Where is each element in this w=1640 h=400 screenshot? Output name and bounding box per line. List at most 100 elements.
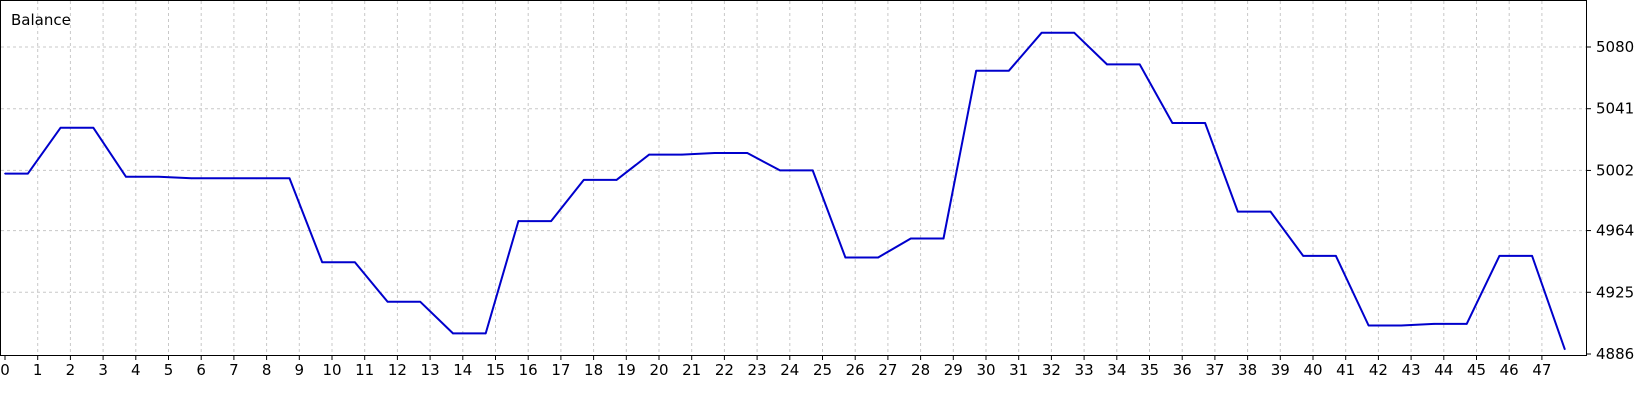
data-point: [746, 152, 749, 154]
x-tick-label: 22: [715, 361, 734, 379]
data-point: [1204, 122, 1206, 124]
data-point: [59, 126, 62, 129]
data-point: [615, 179, 618, 181]
x-tick-label: 15: [486, 361, 505, 379]
data-point: [125, 176, 127, 178]
data-point: [779, 169, 781, 172]
x-tick-label: 4: [131, 361, 141, 379]
data-point: [1008, 69, 1010, 72]
x-tick-label: 28: [911, 361, 930, 379]
x-tick-label: 26: [846, 361, 865, 379]
data-point: [92, 126, 95, 129]
x-tick-label: 17: [551, 361, 570, 379]
x-tick-label: 24: [780, 361, 799, 379]
data-point: [844, 256, 847, 259]
data-point: [1269, 210, 1272, 213]
data-point: [484, 332, 487, 335]
data-point: [1237, 210, 1239, 213]
x-tick-label: 7: [229, 361, 239, 379]
data-point: [1367, 324, 1370, 327]
data-point: [223, 177, 225, 180]
y-tick-label: 5002: [1596, 161, 1634, 179]
data-point: [975, 69, 977, 72]
data-point: [419, 301, 422, 303]
data-point: [877, 256, 879, 259]
data-point: [1400, 324, 1403, 327]
data-point: [452, 332, 454, 335]
data-point: [942, 237, 945, 240]
x-tick-label: 5: [164, 361, 174, 379]
x-tick-label: 11: [355, 361, 374, 379]
x-tick-label: 40: [1303, 361, 1322, 379]
x-tick-label: 34: [1107, 361, 1126, 379]
data-point: [1433, 323, 1435, 325]
x-tick-label: 29: [944, 361, 963, 379]
data-point: [713, 152, 716, 154]
data-point: [1335, 255, 1337, 257]
y-tick-label: 5080: [1596, 38, 1634, 56]
x-tick-label: 18: [584, 361, 603, 379]
x-tick-label: 30: [976, 361, 995, 379]
x-tick-label: 6: [196, 361, 206, 379]
x-tick-label: 32: [1042, 361, 1061, 379]
x-tick-label: 41: [1336, 361, 1355, 379]
data-point: [1302, 255, 1304, 257]
x-tick-label: 37: [1205, 361, 1224, 379]
x-tick-label: 33: [1075, 361, 1094, 379]
x-tick-label: 45: [1467, 361, 1486, 379]
x-tick-label: 8: [262, 361, 272, 379]
grid: [1, 1, 1586, 355]
x-tick-label: 1: [33, 361, 43, 379]
data-point: [811, 169, 814, 172]
data-point: [550, 220, 552, 222]
x-tick-label: 39: [1271, 361, 1290, 379]
x-tick-label: 38: [1238, 361, 1257, 379]
series-layer: [4, 31, 1566, 351]
data-point: [1564, 348, 1566, 351]
x-tick-label: 19: [617, 361, 636, 379]
data-point: [1073, 32, 1076, 34]
data-point: [517, 220, 520, 222]
x-tick-label: 46: [1500, 361, 1519, 379]
x-tick-label: 47: [1532, 361, 1551, 379]
x-tick-label: 31: [1009, 361, 1028, 379]
x-tick-label: 12: [388, 361, 407, 379]
x-tick-label: 27: [878, 361, 897, 379]
chart-title: Balance: [11, 11, 71, 29]
data-point: [190, 177, 193, 180]
x-tick-label: 13: [421, 361, 440, 379]
x-tick-label: 3: [98, 361, 108, 379]
data-point: [910, 237, 912, 240]
data-point: [27, 172, 29, 175]
y-axis: 4886 4925 4964 5002 5041 5080: [1586, 38, 1634, 363]
data-point: [1465, 323, 1468, 325]
data-point: [681, 153, 683, 156]
y-tick-label: 4886: [1596, 345, 1634, 363]
x-tick-label: 16: [519, 361, 538, 379]
x-tick-label: 43: [1402, 361, 1421, 379]
data-point: [321, 261, 324, 264]
data-point: [1106, 63, 1108, 66]
x-tick-label: 2: [66, 361, 76, 379]
data-point: [4, 172, 6, 175]
x-tick-label: 36: [1173, 361, 1192, 379]
data-point: [1531, 255, 1533, 257]
x-tick-label: 44: [1434, 361, 1453, 379]
data-point: [1498, 255, 1501, 257]
data-point: [288, 177, 291, 180]
data-point: [648, 153, 650, 156]
x-tick-label: 10: [322, 361, 341, 379]
y-tick-label: 4964: [1596, 222, 1634, 240]
x-tick-label: 20: [649, 361, 668, 379]
data-point: [255, 177, 258, 180]
x-tick-label: 0: [0, 361, 10, 379]
x-tick-label: 25: [813, 361, 832, 379]
data-point: [1171, 122, 1174, 124]
x-tick-label: 21: [682, 361, 701, 379]
data-point: [386, 301, 389, 303]
y-tick-label: 4925: [1596, 283, 1634, 301]
data-point: [157, 176, 160, 178]
y-tick-label: 5041: [1596, 100, 1634, 118]
x-tick-label: 35: [1140, 361, 1159, 379]
